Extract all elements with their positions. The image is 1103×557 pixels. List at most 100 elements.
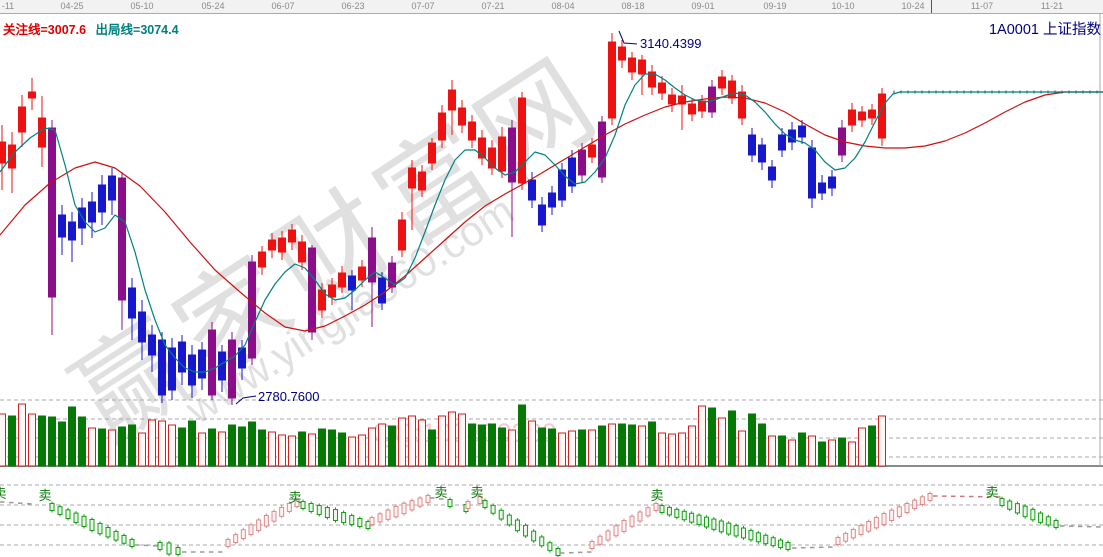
date-label: 09-01 [691,1,715,11]
volume-bar [298,431,306,467]
candle-body [638,59,646,75]
date-label: 06-23 [341,1,365,11]
wave-candle [689,512,695,523]
volume-bar [368,427,376,467]
wave-candle [1030,508,1036,521]
wave-candle [129,539,135,547]
wave-candle [718,520,724,533]
wave-candle [755,532,761,543]
volume-bar [68,406,76,467]
wave-candle [377,513,383,523]
candle-body [538,204,546,226]
candle-body [528,179,536,201]
wave-candle [401,502,407,515]
wave-candle [1053,520,1059,528]
candle-body [358,266,366,281]
wave-candle [613,525,619,537]
volume-bar [778,435,786,467]
wave-candle [514,519,520,532]
volume-bar [798,432,806,467]
candle-body [118,177,126,301]
wave-candle [341,512,347,523]
candle-body [828,176,836,189]
volume-bar [38,415,46,467]
candle-body [568,157,576,187]
sell-signal-label: 卖 [38,488,52,503]
candle-body [108,175,116,201]
date-axis[interactable]: -11 04-25 05-10 05-24 06-07 06-23 07-07 07-21 08… [0,0,1103,14]
wave-candle [919,496,925,506]
volume-bar [698,405,706,467]
volume-bar [538,427,546,467]
volume-bar [158,420,166,467]
wave-candle [763,534,769,545]
wave-candle [523,524,529,537]
volume-bar [648,421,656,467]
volume-bar [638,425,646,467]
volume-bar [218,431,226,467]
volume-bar [788,439,796,467]
volume-bar [258,429,266,467]
wave-candle [465,501,471,509]
candle-body [0,141,6,164]
candle-body [218,351,226,381]
volume-bar [318,428,326,467]
wave-candle [539,536,545,547]
wave-candle [279,507,285,517]
candle-body [518,97,526,184]
candle-body [778,134,786,151]
wave-candle [506,514,512,526]
volume-bar [128,424,136,467]
candle-body [608,41,616,119]
candle-body [168,347,176,391]
volume-bar [858,427,866,467]
candle-body [858,111,866,121]
volume-bar [658,432,666,467]
wave-candle [785,542,791,550]
wave-candle [157,542,163,550]
wave-candle [175,547,181,555]
volume-bar [868,425,876,467]
wave-candle [674,508,680,518]
wave-candle [385,509,391,520]
volume-bar [188,420,196,467]
wave-candle [490,504,496,514]
wave-candle [73,512,79,523]
wave-candle [1014,503,1020,514]
candle-body [18,106,26,133]
date-label: 08-04 [551,1,575,11]
sell-signal-label: 卖 [470,485,484,500]
candle-body [598,121,606,178]
candle-body [668,94,676,105]
wave-candle [57,506,63,516]
candle-body [848,109,856,126]
volume-bar [808,435,816,467]
volume-bar [308,433,316,467]
volume-bar [328,429,336,467]
volume-bar [488,423,496,467]
volume-bar [168,424,176,467]
sell-signal-label: 卖 [434,485,448,500]
wave-candle [681,510,687,521]
volume-bar [628,424,636,467]
candle-body [678,95,686,105]
candle-body [728,80,736,99]
date-label: 08-18 [621,1,645,11]
candle-body [718,76,726,89]
volume-bar [388,425,396,467]
candle-body [328,284,336,298]
volume-bar [478,424,486,467]
wave-candle [927,493,933,501]
wave-candle [1007,500,1013,510]
wave-candle [597,535,603,545]
candle-body [428,142,436,164]
date-label: 06-07 [271,1,295,11]
volume-bar [8,415,16,467]
candle-body [308,247,316,333]
volume-bar [508,429,516,467]
date-label: -11 [1,1,15,11]
wave-candle [850,529,856,539]
volume-bar [728,410,736,467]
